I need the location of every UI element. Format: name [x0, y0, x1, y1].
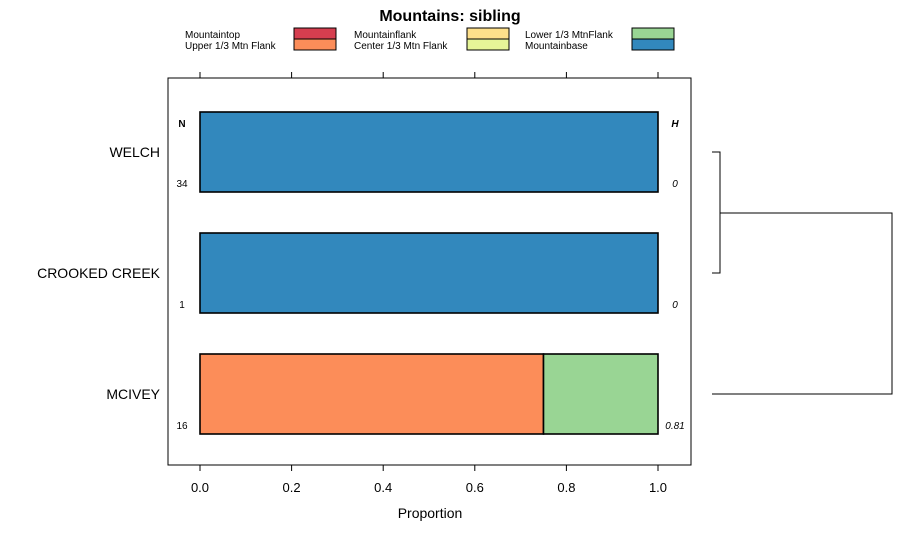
- legend-swatch-center-1-3-mtn-flank: [466, 38, 510, 51]
- x-tick-label: 0.6: [466, 480, 484, 495]
- chart-title: Mountains: sibling: [379, 8, 520, 25]
- legend-label-mountaintop: Mountaintop: [185, 30, 240, 41]
- legend-swatch-upper-1-3-mtn-flank: [293, 38, 337, 51]
- x-tick-label: 0.4: [374, 480, 392, 495]
- n-value: 16: [176, 421, 188, 432]
- n-value: 1: [179, 300, 185, 311]
- category-labels: WELCH CROOKED CREEK MCIVEY: [37, 144, 161, 402]
- n-header: N: [178, 119, 185, 130]
- bar-mcivey-upper-1-3-mtn-flank: [199, 353, 545, 435]
- n-h-annotations: N H 34 1 16 0 0 0.81: [176, 119, 684, 432]
- legend-label-mountainbase: Mountainbase: [525, 41, 588, 52]
- x-tick-label: 0.0: [191, 480, 209, 495]
- x-tick-label: 1.0: [649, 480, 667, 495]
- x-tick-label: 0.2: [283, 480, 301, 495]
- legend-swatch-mountainbase: [631, 38, 675, 51]
- dendrogram: [712, 151, 893, 395]
- legend-swatch-lower-1-3-mtnflank: [631, 27, 675, 40]
- legend-swatch-mountaintop: [293, 27, 337, 40]
- bar-welch-mountainbase: [199, 111, 659, 193]
- legend-label-lower-1-3-mtnflank: Lower 1/3 MtnFlank: [525, 30, 614, 41]
- plot-frame: [167, 77, 692, 466]
- h-value: 0: [672, 179, 678, 190]
- h-value: 0.81: [665, 421, 684, 432]
- x-tick-label: 0.8: [557, 480, 575, 495]
- x-axis: 0.0 0.2 0.4 0.6 0.8 1.0: [191, 72, 667, 495]
- legend-label-center-1-3-mtn-flank: Center 1/3 Mtn Flank: [354, 41, 448, 52]
- category-label-mcivey: MCIVEY: [106, 386, 160, 402]
- legend-label-mountainflank: Mountainflank: [354, 30, 417, 41]
- legend-label-upper-1-3-mtn-flank: Upper 1/3 Mtn Flank: [185, 41, 277, 52]
- x-axis-title: Proportion: [398, 505, 463, 521]
- legend-swatch-mountainflank: [466, 27, 510, 40]
- category-label-crooked-creek: CROOKED CREEK: [37, 265, 161, 281]
- h-header: H: [671, 119, 679, 130]
- category-label-welch: WELCH: [109, 144, 160, 160]
- dendrogram-branches: [712, 151, 893, 395]
- n-value: 34: [176, 179, 188, 190]
- bar-mcivey-lower-1-3-mtnflank: [542, 353, 659, 435]
- bar-group: [199, 111, 659, 435]
- bar-crooked-creek-mountainbase: [199, 232, 659, 314]
- h-value: 0: [672, 300, 678, 311]
